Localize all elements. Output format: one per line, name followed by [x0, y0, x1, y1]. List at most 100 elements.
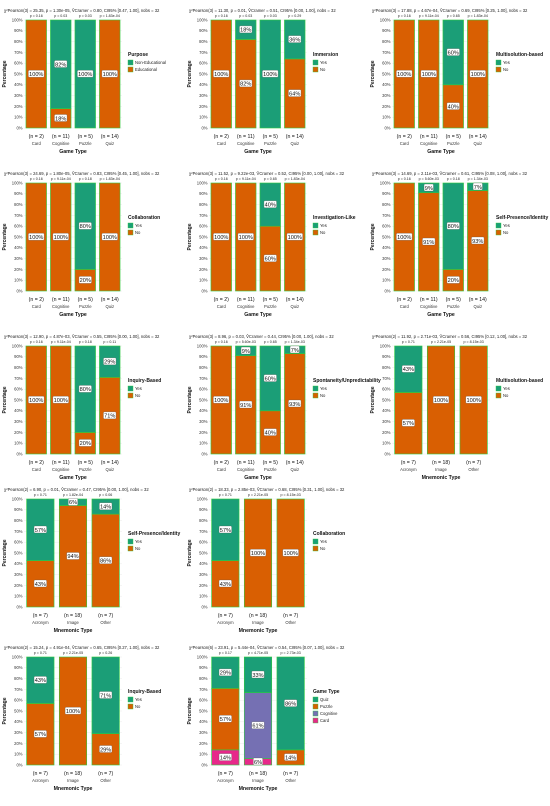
n-label: (n = 18)	[64, 771, 82, 777]
data-label-box	[465, 396, 482, 404]
legend-item: No	[503, 230, 509, 235]
y-tick-label: 50%	[14, 708, 23, 713]
legend-swatch	[495, 392, 502, 399]
legend-title: Inquiry-Based	[128, 378, 161, 384]
p-value-label: p = 9.11e-04	[51, 177, 71, 181]
data-label: 20%	[80, 441, 91, 447]
y-tick-label: 30%	[382, 256, 391, 261]
data-label: 100%	[214, 72, 228, 78]
y-tick-label: 60%	[199, 540, 208, 545]
data-label-box	[54, 60, 68, 68]
data-label-box	[284, 699, 298, 707]
data-label-box	[446, 276, 460, 284]
data-label-box	[288, 35, 302, 43]
y-tick-label: 50%	[14, 71, 23, 76]
y-tick-label: 80%	[382, 39, 391, 44]
x-tick-label: Puzzle	[264, 304, 277, 309]
x-tick-label: Card	[400, 141, 410, 146]
x-tick-label: Quiz	[290, 304, 299, 309]
y-tick-label: 30%	[199, 730, 208, 735]
y-tick-label: 50%	[199, 550, 208, 555]
data-label-box	[213, 396, 230, 404]
n-label: (n = 14)	[101, 460, 119, 466]
legend-item: No	[320, 546, 326, 551]
n-label: (n = 18)	[432, 460, 450, 466]
y-tick-label: 40%	[14, 719, 23, 724]
y-tick-label: 80%	[199, 365, 208, 370]
legend-swatch	[495, 385, 502, 392]
data-label-box	[33, 676, 47, 684]
x-tick-label: Card	[217, 467, 227, 472]
y-tick-label: 80%	[199, 676, 208, 681]
data-label: 100%	[29, 72, 43, 78]
x-axis-label: Game Type	[244, 149, 272, 155]
y-tick-label: 60%	[382, 387, 391, 392]
y-tick-label: 100%	[197, 180, 208, 185]
y-tick-label: 40%	[14, 245, 23, 250]
p-value-label: p = 2.21e-05	[431, 340, 451, 344]
data-label: 100%	[467, 398, 481, 404]
p-value-label: p = 0.18	[79, 177, 92, 181]
y-tick-label: 90%	[14, 191, 23, 196]
y-tick-label: 100%	[12, 343, 23, 348]
legend-title: Collaboration	[128, 215, 160, 221]
y-tick-label: 20%	[199, 104, 208, 109]
data-label-box	[446, 222, 460, 230]
data-label: 91%	[240, 403, 251, 409]
chart-subtitle: χ²Pearson(6) = 23.91, p = 5.44e-04, V̂Cr…	[189, 645, 345, 650]
y-tick-label: 60%	[14, 540, 23, 545]
x-tick-label: Image	[435, 467, 447, 472]
data-label: 7%	[474, 185, 482, 191]
n-label: (n = 14)	[101, 134, 119, 140]
legend-item: No	[503, 67, 509, 72]
p-value-label: p = 0.65	[264, 340, 277, 344]
legend-item: Yes	[135, 539, 142, 544]
y-tick-label: 80%	[382, 202, 391, 207]
n-label: (n = 5)	[263, 460, 278, 466]
legend-swatch	[312, 66, 319, 73]
p-value-label: p = 0.03	[79, 14, 92, 18]
y-tick-label: 50%	[199, 708, 208, 713]
x-tick-label: Acronym	[217, 778, 234, 783]
x-axis-label: Game Type	[427, 149, 455, 155]
y-tick-label: 90%	[14, 507, 23, 512]
data-label-box	[288, 89, 302, 97]
data-label-box	[213, 233, 230, 241]
n-label: (n = 11)	[52, 134, 70, 140]
data-label: 93%	[289, 402, 300, 408]
n-label: (n = 2)	[214, 134, 229, 140]
p-value-label: p = 0.06	[99, 493, 112, 497]
n-label: (n = 14)	[101, 297, 119, 303]
bar-segment-no	[243, 498, 273, 608]
y-tick-label: 0%	[201, 288, 207, 293]
p-value-label: p = 1.83e-04	[285, 177, 305, 181]
y-tick-label: 30%	[14, 93, 23, 98]
data-label-box	[249, 549, 267, 557]
legend-swatch	[312, 703, 319, 710]
y-tick-label: 50%	[382, 71, 391, 76]
data-label-box	[218, 525, 232, 534]
data-label: 60%	[448, 50, 459, 56]
y-tick-label: 60%	[14, 698, 23, 703]
y-tick-label: 20%	[382, 267, 391, 272]
chart-panel-8: χ²Pearson(3) = 8.96, p = 0.03, V̂Cramer …	[187, 334, 381, 481]
legend-item: Yes	[135, 386, 142, 391]
y-tick-label: 0%	[16, 288, 22, 293]
x-tick-label: Image	[67, 620, 79, 625]
data-label: 100%	[66, 709, 80, 715]
p-value-label: p = 2.21e-05	[63, 651, 83, 655]
data-label-box	[103, 411, 117, 420]
data-label-box	[78, 439, 92, 447]
y-tick-label: 0%	[16, 762, 22, 767]
y-tick-label: 20%	[199, 267, 208, 272]
y-tick-label: 20%	[14, 267, 23, 272]
y-axis-label: Percentage	[370, 60, 376, 87]
y-tick-label: 70%	[382, 50, 391, 55]
x-tick-label: Quiz	[473, 141, 482, 146]
legend-swatch	[127, 66, 134, 73]
chart-panel-11: χ²Pearson(2) = 18.33, p = 2.85e-03, V̂Cr…	[187, 487, 345, 634]
n-label: (n = 14)	[469, 297, 487, 303]
x-tick-label: Card	[32, 304, 42, 309]
data-label-box	[218, 753, 232, 761]
x-axis-label: Mnemonic Type	[54, 786, 93, 792]
